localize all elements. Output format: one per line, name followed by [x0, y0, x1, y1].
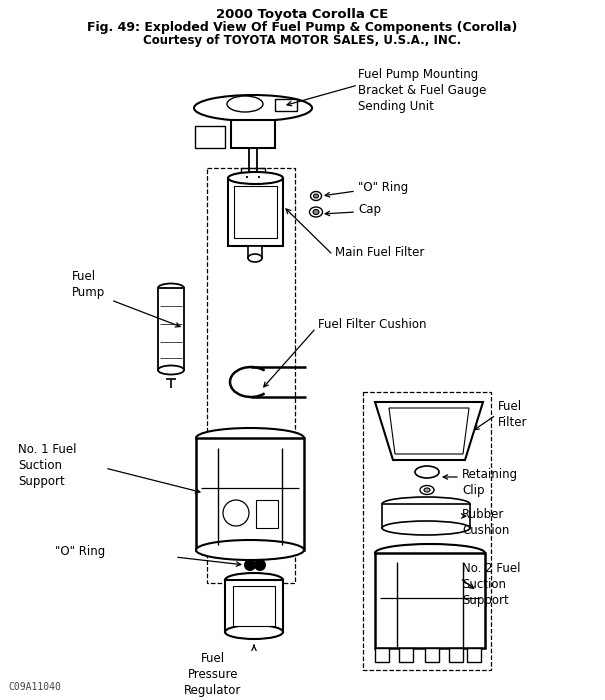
Text: Fuel
Filter: Fuel Filter [498, 400, 528, 429]
Ellipse shape [196, 428, 304, 448]
Text: No. 2 Fuel
Suction
Support: No. 2 Fuel Suction Support [462, 562, 520, 607]
Ellipse shape [424, 488, 430, 492]
Circle shape [244, 559, 256, 571]
Text: No. 1 Fuel
Suction
Support: No. 1 Fuel Suction Support [18, 443, 76, 488]
Ellipse shape [310, 207, 322, 217]
Bar [449, 648, 463, 662]
Ellipse shape [158, 284, 184, 293]
Ellipse shape [248, 254, 262, 262]
Bar [241, 168, 265, 176]
Ellipse shape [228, 172, 283, 184]
Bar [196, 438, 304, 550]
Text: Rubber
Cushion: Rubber Cushion [462, 508, 509, 537]
Bar [375, 553, 485, 648]
Polygon shape [375, 402, 483, 460]
Text: C09A11040: C09A11040 [8, 682, 61, 692]
Text: "O" Ring: "O" Ring [55, 545, 105, 559]
Bar [228, 178, 283, 246]
Text: Fuel Filter Cushion: Fuel Filter Cushion [318, 318, 427, 332]
Text: Fuel
Pressure
Regulator: Fuel Pressure Regulator [185, 652, 241, 697]
Text: Retaining
Clip: Retaining Clip [462, 468, 518, 497]
Text: "O" Ring: "O" Ring [358, 181, 408, 195]
Ellipse shape [415, 466, 439, 478]
Ellipse shape [382, 521, 470, 535]
Bar [234, 186, 277, 238]
Text: Fig. 49: Exploded View Of Fuel Pump & Components (Corolla): Fig. 49: Exploded View Of Fuel Pump & Co… [87, 21, 517, 34]
Text: Fuel
Pump: Fuel Pump [72, 270, 105, 299]
Ellipse shape [375, 544, 485, 562]
Ellipse shape [194, 95, 312, 121]
Text: Fuel Pump Mounting
Bracket & Fuel Gauge
Sending Unit: Fuel Pump Mounting Bracket & Fuel Gauge … [358, 68, 486, 113]
Ellipse shape [158, 365, 184, 375]
Ellipse shape [382, 497, 470, 511]
Ellipse shape [225, 573, 283, 587]
Bar [375, 648, 389, 662]
Text: Main Fuel Filter: Main Fuel Filter [335, 246, 424, 258]
Circle shape [254, 559, 266, 571]
Bar [158, 288, 184, 370]
Bar [231, 120, 275, 148]
Ellipse shape [420, 486, 434, 494]
Ellipse shape [313, 194, 318, 198]
Bar [195, 126, 225, 148]
Bar [225, 580, 283, 632]
Bar [425, 648, 439, 662]
Text: 2000 Toyota Corolla CE: 2000 Toyota Corolla CE [216, 8, 388, 21]
Ellipse shape [196, 540, 304, 560]
Bar [399, 648, 413, 662]
Bar [363, 392, 491, 670]
Bar [256, 500, 278, 528]
Ellipse shape [310, 192, 321, 200]
Ellipse shape [313, 209, 319, 214]
Ellipse shape [227, 96, 263, 112]
Ellipse shape [225, 625, 283, 639]
Bar [207, 168, 295, 583]
Bar [233, 586, 275, 626]
Bar [382, 504, 470, 528]
Bar [248, 246, 262, 258]
Text: Courtesy of TOYOTA MOTOR SALES, U.S.A., INC.: Courtesy of TOYOTA MOTOR SALES, U.S.A., … [143, 34, 461, 47]
Bar [275, 99, 297, 111]
Bar [467, 648, 481, 662]
Text: Cap: Cap [358, 202, 381, 216]
